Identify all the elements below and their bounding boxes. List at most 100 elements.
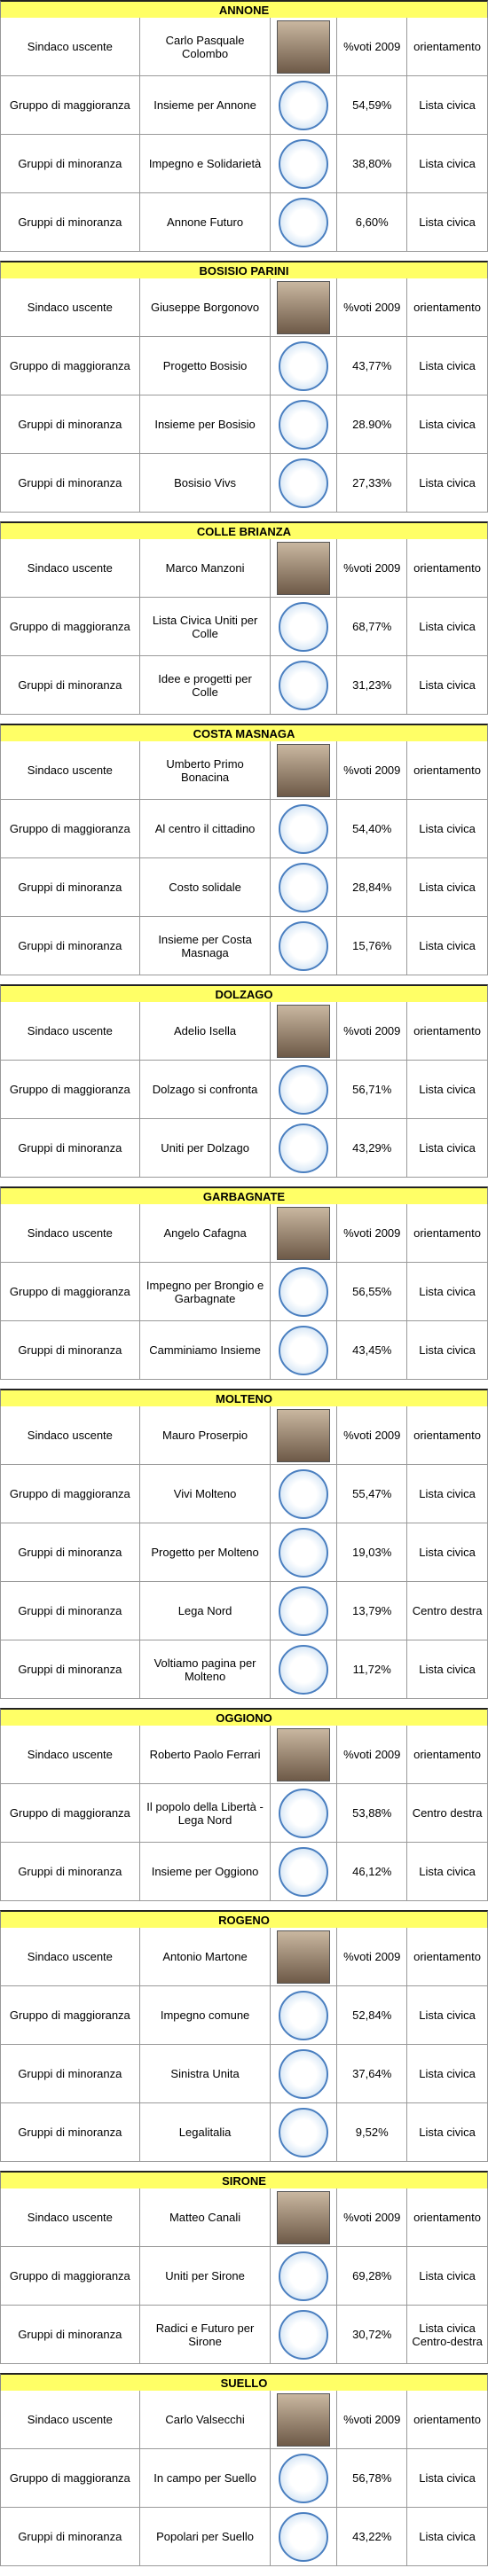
vote-percent: 27,33% bbox=[337, 454, 408, 512]
table-row: Gruppo di maggioranza Impegno per Brongio… bbox=[0, 1263, 488, 1321]
vote-percent: %voti 2009 bbox=[337, 2391, 408, 2448]
list-name: Marco Manzoni bbox=[140, 539, 272, 597]
image-cell bbox=[271, 2508, 338, 2565]
table-row: Gruppi di minoranza Sinistra Unita 37,64% L… bbox=[0, 2045, 488, 2103]
section: DOLZAGO Sindaco uscente Adelio Isella %voti… bbox=[0, 984, 488, 1178]
image-cell bbox=[271, 1523, 338, 1581]
list-name: Matteo Canali bbox=[140, 2188, 272, 2246]
orientation: Lista civica bbox=[407, 1640, 488, 1698]
table-row: Gruppi di minoranza Voltiamo pagina per M… bbox=[0, 1640, 488, 1699]
party-logo bbox=[279, 2309, 329, 2360]
orientation: Lista civica bbox=[407, 598, 488, 655]
image-cell bbox=[271, 2045, 338, 2102]
orientation: Lista civica bbox=[407, 2103, 488, 2161]
party-logo bbox=[279, 2251, 329, 2301]
role: Gruppi di minoranza bbox=[1, 2508, 140, 2565]
party-logo bbox=[279, 1527, 329, 1578]
vote-percent: 6,60% bbox=[337, 193, 408, 251]
orientation: Lista civica bbox=[407, 337, 488, 395]
list-name: Al centro il cittadino bbox=[140, 800, 272, 857]
role: Gruppi di minoranza bbox=[1, 2306, 140, 2363]
table-row: Gruppi di minoranza Insieme per Oggiono 46… bbox=[0, 1843, 488, 1901]
table-row: Gruppo di maggioranza Vivi Molteno 55,47% L… bbox=[0, 1465, 488, 1523]
vote-percent: 15,76% bbox=[337, 917, 408, 975]
section: GARBAGNATE Sindaco uscente Angelo Cafagna%… bbox=[0, 1186, 488, 1380]
list-name: Lista Civica Uniti per Colle bbox=[140, 598, 272, 655]
vote-percent: 38,80% bbox=[337, 135, 408, 192]
list-name: Popolari per Suello bbox=[140, 2508, 272, 2565]
vote-percent: 56,78% bbox=[337, 2449, 408, 2507]
role: Gruppi di minoranza bbox=[1, 858, 140, 916]
party-logo bbox=[279, 341, 329, 391]
party-logo bbox=[279, 1325, 329, 1375]
vote-percent: %voti 2009 bbox=[337, 539, 408, 597]
role: Sindaco uscente bbox=[1, 1726, 140, 1783]
candidate-photo bbox=[277, 2190, 331, 2244]
vote-percent: 9,52% bbox=[337, 2103, 408, 2161]
image-cell bbox=[271, 454, 338, 512]
list-name: Bosisio Vivs bbox=[140, 454, 272, 512]
role: Gruppi di minoranza bbox=[1, 2103, 140, 2161]
table-row: Sindaco uscente Adelio Isella %voti 2009 or… bbox=[0, 1002, 488, 1061]
role: Sindaco uscente bbox=[1, 18, 140, 75]
party-logo bbox=[279, 1788, 329, 1838]
list-name: Radici e Futuro per Sirone bbox=[140, 2306, 272, 2363]
table-row: Gruppi di minoranza Camminiamo Insieme 43,… bbox=[0, 1321, 488, 1380]
image-cell bbox=[271, 656, 338, 714]
orientation: Lista civica bbox=[407, 454, 488, 512]
image-cell bbox=[271, 337, 338, 395]
orientation: orientamento bbox=[407, 1928, 488, 1985]
section-title: MOLTENO bbox=[0, 1389, 488, 1406]
role: Gruppo di maggioranza bbox=[1, 337, 140, 395]
image-cell bbox=[271, 2188, 338, 2246]
image-cell bbox=[271, 917, 338, 975]
section: ANNONE Sindaco uscente Carlo Pasquale Colo… bbox=[0, 0, 488, 252]
section: SUELLO Sindaco uscente Carlo Valsecchi %vot… bbox=[0, 2373, 488, 2566]
table-row: Gruppo di maggioranza Al centro il cittad… bbox=[0, 800, 488, 858]
role: Sindaco uscente bbox=[1, 1204, 140, 1262]
table-row: Gruppo di maggioranza Impegno comune 52,84… bbox=[0, 1986, 488, 2045]
image-cell bbox=[271, 1119, 338, 1177]
list-name: Insieme per Annone bbox=[140, 76, 272, 134]
orientation: Lista civica bbox=[407, 193, 488, 251]
table-row: Sindaco uscente Umberto Primo Bonacina %vo… bbox=[0, 741, 488, 800]
party-logo bbox=[279, 1266, 329, 1317]
orientation: Lista civica bbox=[407, 1263, 488, 1320]
vote-percent: %voti 2009 bbox=[337, 2188, 408, 2246]
image-cell bbox=[271, 1726, 338, 1783]
party-logo bbox=[279, 1468, 329, 1519]
orientation: orientamento bbox=[407, 741, 488, 799]
party-logo bbox=[279, 399, 329, 450]
image-cell bbox=[271, 1002, 338, 1060]
table-row: Gruppi di minoranza Uniti per Dolzago 43,2… bbox=[0, 1119, 488, 1178]
role: Sindaco uscente bbox=[1, 1002, 140, 1060]
orientation: Lista civica bbox=[407, 2045, 488, 2102]
vote-percent: 13,79% bbox=[337, 1582, 408, 1640]
list-name: In campo per Suello bbox=[140, 2449, 272, 2507]
list-name: Vivi Molteno bbox=[140, 1465, 272, 1523]
vote-percent: %voti 2009 bbox=[337, 1002, 408, 1060]
party-logo bbox=[279, 803, 329, 854]
list-name: Progetto per Molteno bbox=[140, 1523, 272, 1581]
image-cell bbox=[271, 1843, 338, 1900]
list-name: Adelio Isella bbox=[140, 1002, 272, 1060]
candidate-photo bbox=[277, 1727, 331, 1781]
table-row: Gruppo di maggioranza Insieme per Annone 5… bbox=[0, 76, 488, 135]
list-name: Impegno e Solidarietà bbox=[140, 135, 272, 192]
section: COLLE BRIANZA Sindaco uscente Marco Manzon… bbox=[0, 521, 488, 715]
role: Gruppi di minoranza bbox=[1, 454, 140, 512]
vote-percent: %voti 2009 bbox=[337, 1406, 408, 1464]
section: OGGIONO Sindaco uscente Roberto Paolo Ferr… bbox=[0, 1708, 488, 1901]
section: BOSISIO PARINI Sindaco uscente Giuseppe Bo… bbox=[0, 261, 488, 513]
role: Gruppo di maggioranza bbox=[1, 1784, 140, 1842]
party-logo bbox=[279, 458, 329, 508]
party-logo bbox=[279, 1064, 329, 1115]
role: Gruppo di maggioranza bbox=[1, 1465, 140, 1523]
role: Gruppi di minoranza bbox=[1, 1582, 140, 1640]
role: Gruppi di minoranza bbox=[1, 193, 140, 251]
table-row: Gruppi di minoranza Insieme per Costa Mas… bbox=[0, 917, 488, 975]
table-row: Sindaco uscente Carlo Pasquale Colombo %vo… bbox=[0, 18, 488, 76]
party-logo bbox=[279, 1123, 329, 1173]
role: Gruppi di minoranza bbox=[1, 1119, 140, 1177]
